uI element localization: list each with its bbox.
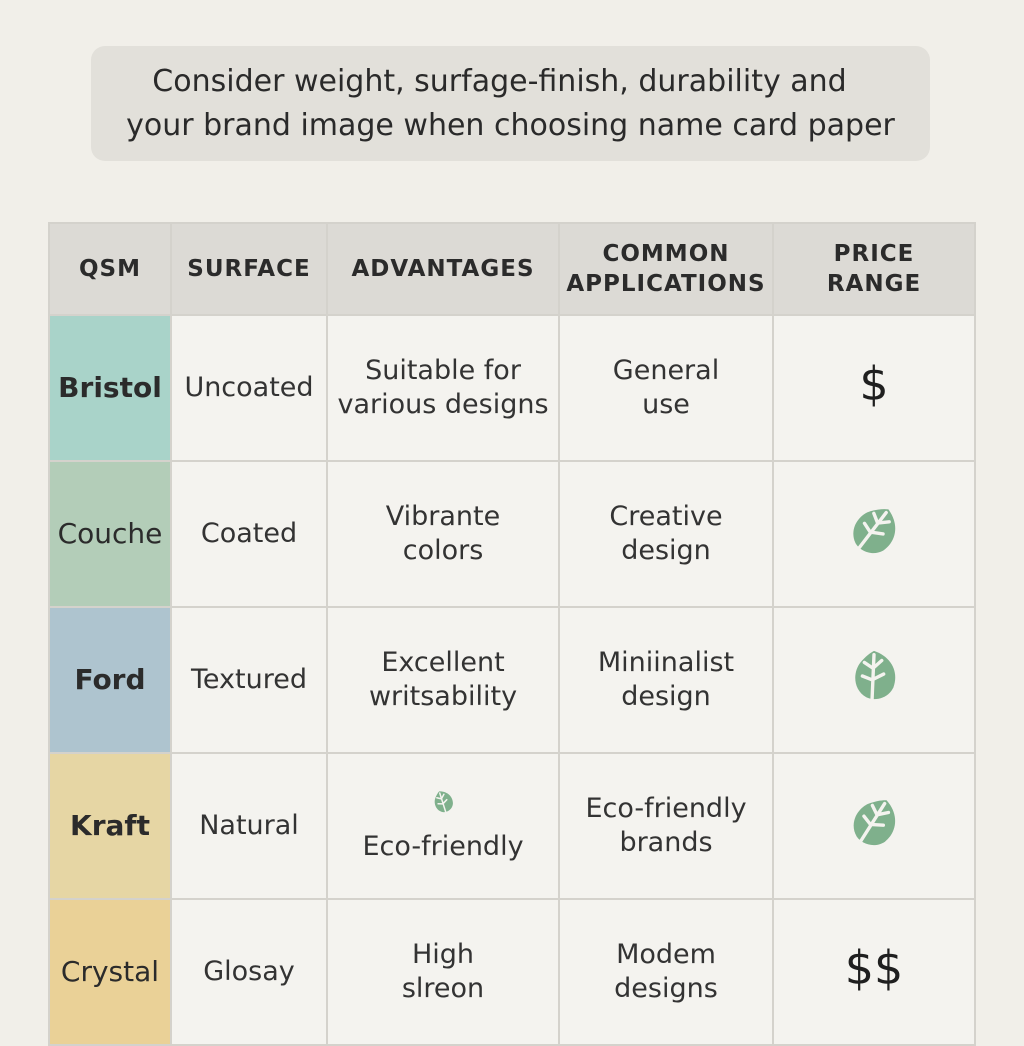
advantages-line: Excellent [381, 647, 505, 678]
surface-label: Textured [191, 664, 307, 695]
paper-type-label: Ford [74, 663, 146, 696]
header-label: APPLICATIONS [566, 271, 766, 297]
price-symbol: $ [859, 357, 889, 411]
applications-line: brands [619, 827, 713, 858]
header-label: PRICE [833, 241, 915, 267]
advantages-cell: Excellent writsability [326, 606, 560, 754]
surface-cell: Uncoated [170, 314, 328, 462]
table-row: Ford Textured Excellent writsability Miniina… [48, 606, 976, 754]
advantages-line: Eco-friendly [362, 830, 524, 862]
header-advantages: ADVANTAGES [326, 222, 560, 316]
surface-cell: Textured [170, 606, 328, 754]
applications-cell: General use [558, 314, 774, 462]
header-label: SURFACE [187, 256, 311, 282]
applications-line: use [642, 389, 690, 420]
advantages-cell: Suitable for various designs [326, 314, 560, 462]
applications-cell: Miniinalist design [558, 606, 774, 754]
paper-comparison-table: QSM SURFACE ADVANTAGES COMMON APPLICATIO… [48, 222, 976, 1046]
title-banner: Consider weight, surfage-finish, durabil… [91, 46, 930, 161]
price-range-cell [772, 606, 976, 754]
header-label: ADVANTAGES [351, 256, 535, 282]
paper-type-label: Kraft [70, 809, 150, 842]
advantages-line: High [411, 939, 475, 970]
applications-line: designs [614, 973, 718, 1004]
advantages-line: Suitable for [365, 355, 521, 386]
table-row: Crystal Glosay High slreon Modem designs $$ [48, 898, 976, 1046]
price-range-cell [772, 752, 976, 900]
applications-line: General [612, 355, 720, 386]
advantages-line: Vibrante [385, 501, 501, 532]
applications-cell: Creative design [558, 460, 774, 608]
leaf-icon [845, 501, 903, 568]
surface-cell: Coated [170, 460, 328, 608]
table-row: Couche Coated Vibrante colors Creative design [48, 460, 976, 608]
header-label: COMMON [602, 241, 730, 267]
paper-type-cell: Bristol [48, 314, 172, 462]
advantages-line: colors [402, 535, 484, 566]
surface-label: Glosay [203, 956, 295, 987]
table-header-row: QSM SURFACE ADVANTAGES COMMON APPLICATIO… [48, 222, 976, 316]
paper-type-cell: Crystal [48, 898, 172, 1046]
applications-line: Eco-friendly [585, 793, 747, 824]
price-symbol: $$ [844, 941, 904, 995]
applications-line: design [621, 681, 711, 712]
price-range-cell: $$ [772, 898, 976, 1046]
table-row: Kraft Natural Eco-friendly Eco-friendly bran… [48, 752, 976, 900]
table-row: Bristol Uncoated Suitable for various desig… [48, 314, 976, 462]
sprout-icon [329, 789, 557, 824]
paper-type-label: Crystal [60, 955, 160, 988]
surface-label: Natural [199, 810, 299, 841]
advantages-line: slreon [401, 973, 485, 1004]
surface-cell: Natural [170, 752, 328, 900]
advantages-line: various designs [337, 389, 549, 420]
header-label: RANGE [826, 271, 922, 297]
header-qsm: QSM [48, 222, 172, 316]
advantages-cell: Vibrante colors [326, 460, 560, 608]
paper-type-label: Couche [57, 517, 163, 550]
price-range-cell: $ [772, 314, 976, 462]
advantages-cell: Eco-friendly [326, 752, 560, 900]
paper-type-cell: Kraft [48, 752, 172, 900]
banner-line-2: your brand image when choosing name card… [126, 107, 895, 143]
surface-label: Coated [200, 518, 298, 549]
advantages-line: writsability [368, 681, 518, 712]
header-price-range: PRICE RANGE [772, 222, 976, 316]
applications-line: Miniinalist [597, 647, 735, 678]
banner-line-1: Consider weight, surfage-finish, durabil… [152, 63, 847, 99]
header-label: QSM [78, 256, 141, 282]
paper-type-cell: Ford [48, 606, 172, 754]
applications-cell: Eco-friendly brands [558, 752, 774, 900]
paper-type-label: Bristol [58, 371, 162, 404]
advantages-cell: High slreon [326, 898, 560, 1046]
applications-line: Modem [616, 939, 716, 970]
surface-label: Uncoated [184, 372, 314, 403]
surface-cell: Glosay [170, 898, 328, 1046]
applications-line: Creative [609, 501, 723, 532]
price-range-cell [772, 460, 976, 608]
applications-line: design [621, 535, 711, 566]
leaf-icon [845, 647, 903, 714]
applications-cell: Modem designs [558, 898, 774, 1046]
header-common-applications: COMMON APPLICATIONS [558, 222, 774, 316]
leaf-icon [845, 793, 903, 860]
paper-type-cell: Couche [48, 460, 172, 608]
header-surface: SURFACE [170, 222, 328, 316]
